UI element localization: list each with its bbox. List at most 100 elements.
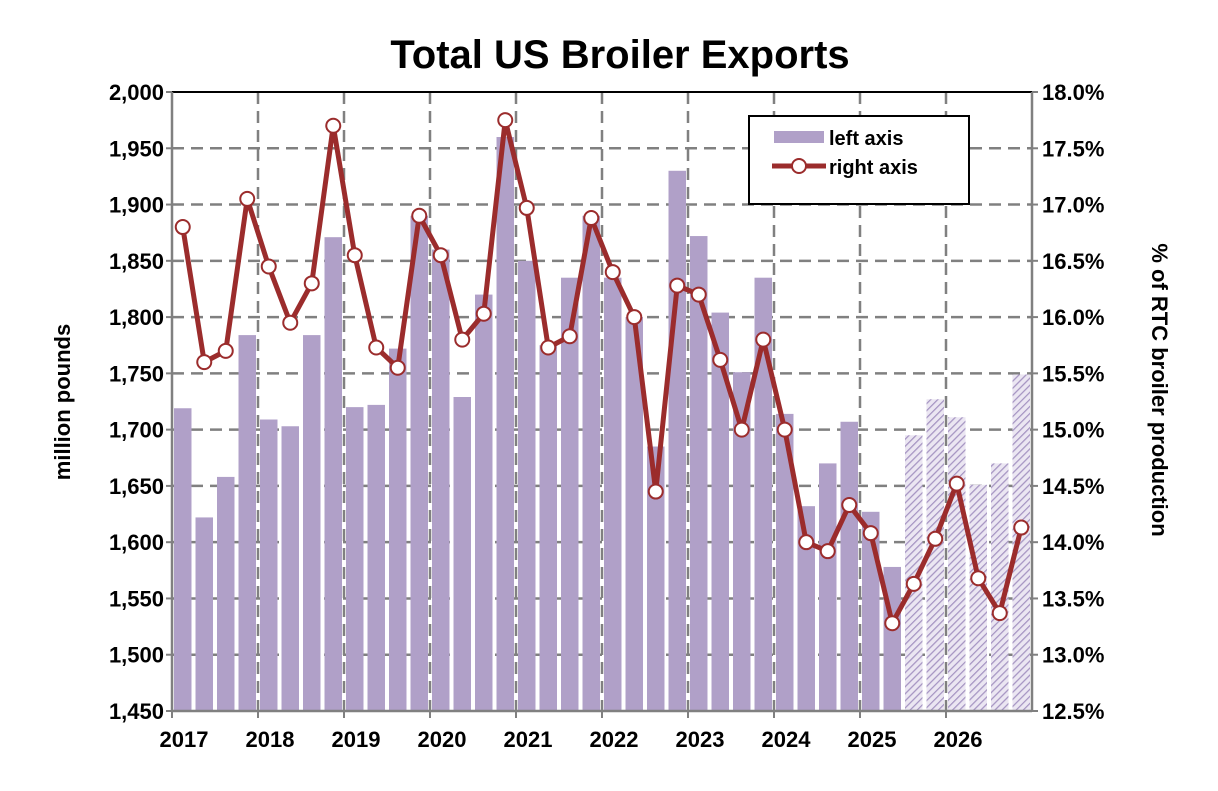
y-tick-label-left: 1,900 — [109, 193, 164, 218]
bar-forecast — [991, 463, 1009, 711]
bar — [324, 237, 342, 711]
y-tick-label-right: 14.0% — [1042, 530, 1104, 555]
bar — [303, 335, 321, 711]
line-marker — [432, 247, 449, 264]
bar — [195, 517, 213, 711]
x-tick-label: 2024 — [762, 727, 812, 752]
line-marker — [991, 605, 1008, 622]
bar-forecast — [948, 417, 966, 711]
y-tick-label-left: 1,950 — [109, 136, 164, 161]
line-marker — [239, 190, 256, 207]
line-marker — [776, 421, 793, 438]
legend-label-left: left axis — [829, 128, 903, 150]
y-tick-label-left: 2,000 — [109, 80, 164, 105]
line-path — [180, 117, 1024, 626]
line-marker — [454, 331, 471, 348]
x-tick-label: 2021 — [504, 727, 553, 752]
bar — [582, 215, 600, 712]
line-marker — [690, 286, 707, 303]
bar — [819, 463, 837, 711]
x-tick-label: 2023 — [676, 727, 725, 752]
bar — [625, 317, 643, 711]
y-tick-label-right: 12.5% — [1042, 699, 1104, 724]
bar — [217, 476, 235, 711]
bar — [711, 312, 729, 711]
legend-bar-swatch — [774, 131, 824, 143]
bar — [238, 335, 256, 711]
bar — [690, 236, 708, 712]
legend-marker — [791, 158, 807, 174]
axes: 1,450 12.5% 1,500 13.0% 1,550 13.5% 1,600 14.0%… — [109, 80, 1104, 752]
line-series — [174, 112, 1030, 632]
line-marker — [970, 570, 987, 587]
bar — [410, 215, 428, 712]
bar — [754, 277, 772, 711]
bar — [281, 426, 299, 711]
line-marker — [841, 497, 858, 514]
line-marker — [626, 309, 643, 326]
legend-box — [748, 115, 970, 205]
line-marker — [303, 275, 320, 292]
line-marker — [669, 277, 686, 294]
line-marker — [884, 615, 901, 632]
x-tick-label: 2018 — [246, 727, 295, 752]
line-marker — [368, 339, 385, 356]
y-tick-label-right: 16.0% — [1042, 305, 1104, 330]
line-marker — [411, 207, 428, 224]
bar — [668, 170, 686, 712]
chart-title: Total US Broiler Exports — [390, 33, 849, 77]
y-tick-label-right: 17.5% — [1042, 136, 1104, 161]
line-marker — [798, 534, 815, 551]
y-tick-label-left: 1,850 — [109, 249, 164, 274]
line-marker — [389, 359, 406, 376]
y-tick-label-left: 1,600 — [109, 530, 164, 555]
y-axis-label-left: million pounds — [50, 324, 75, 480]
bar — [518, 260, 536, 711]
y-tick-label-left: 1,450 — [109, 699, 164, 724]
x-tick-label: 2020 — [418, 727, 467, 752]
bar — [475, 294, 493, 711]
line-marker — [561, 328, 578, 345]
line-marker — [346, 247, 363, 264]
bar — [561, 277, 579, 711]
bar — [367, 404, 385, 711]
x-tick-label: 2025 — [848, 727, 897, 752]
line-marker — [1013, 519, 1030, 536]
bar-forecast — [969, 484, 987, 711]
bar — [496, 137, 514, 711]
y-tick-label-left: 1,500 — [109, 643, 164, 668]
y-tick-label-left: 1,700 — [109, 418, 164, 443]
y-tick-label-right: 17.0% — [1042, 193, 1104, 218]
y-tick-label-right: 13.5% — [1042, 586, 1104, 611]
x-tick-label: 2019 — [332, 727, 381, 752]
line-marker — [948, 475, 965, 492]
bar — [432, 249, 450, 711]
y-tick-label-right: 15.0% — [1042, 418, 1104, 443]
line-marker — [540, 339, 557, 356]
y-tick-label-right: 16.5% — [1042, 249, 1104, 274]
x-tick-label: 2026 — [934, 727, 983, 752]
line-marker — [712, 351, 729, 368]
bar — [604, 277, 622, 711]
x-tick-label: 2022 — [590, 727, 639, 752]
bar-forecast — [926, 399, 944, 711]
y-axis-label-right: % of RTC broiler production — [1147, 243, 1172, 536]
line-marker — [497, 112, 514, 129]
y-tick-label-left: 1,550 — [109, 586, 164, 611]
line-marker — [217, 342, 234, 359]
y-tick-label-left: 1,650 — [109, 474, 164, 499]
bar-forecast — [905, 435, 923, 711]
line-marker — [475, 305, 492, 322]
line-marker — [862, 525, 879, 542]
bars — [174, 137, 1030, 712]
y-tick-label-right: 18.0% — [1042, 80, 1104, 105]
line-marker — [260, 258, 277, 275]
bar — [840, 421, 858, 711]
line-marker — [733, 421, 750, 438]
line-marker — [583, 210, 600, 227]
line-marker — [282, 314, 299, 331]
line-marker — [819, 543, 836, 560]
bar — [797, 506, 815, 711]
bar — [647, 446, 665, 711]
